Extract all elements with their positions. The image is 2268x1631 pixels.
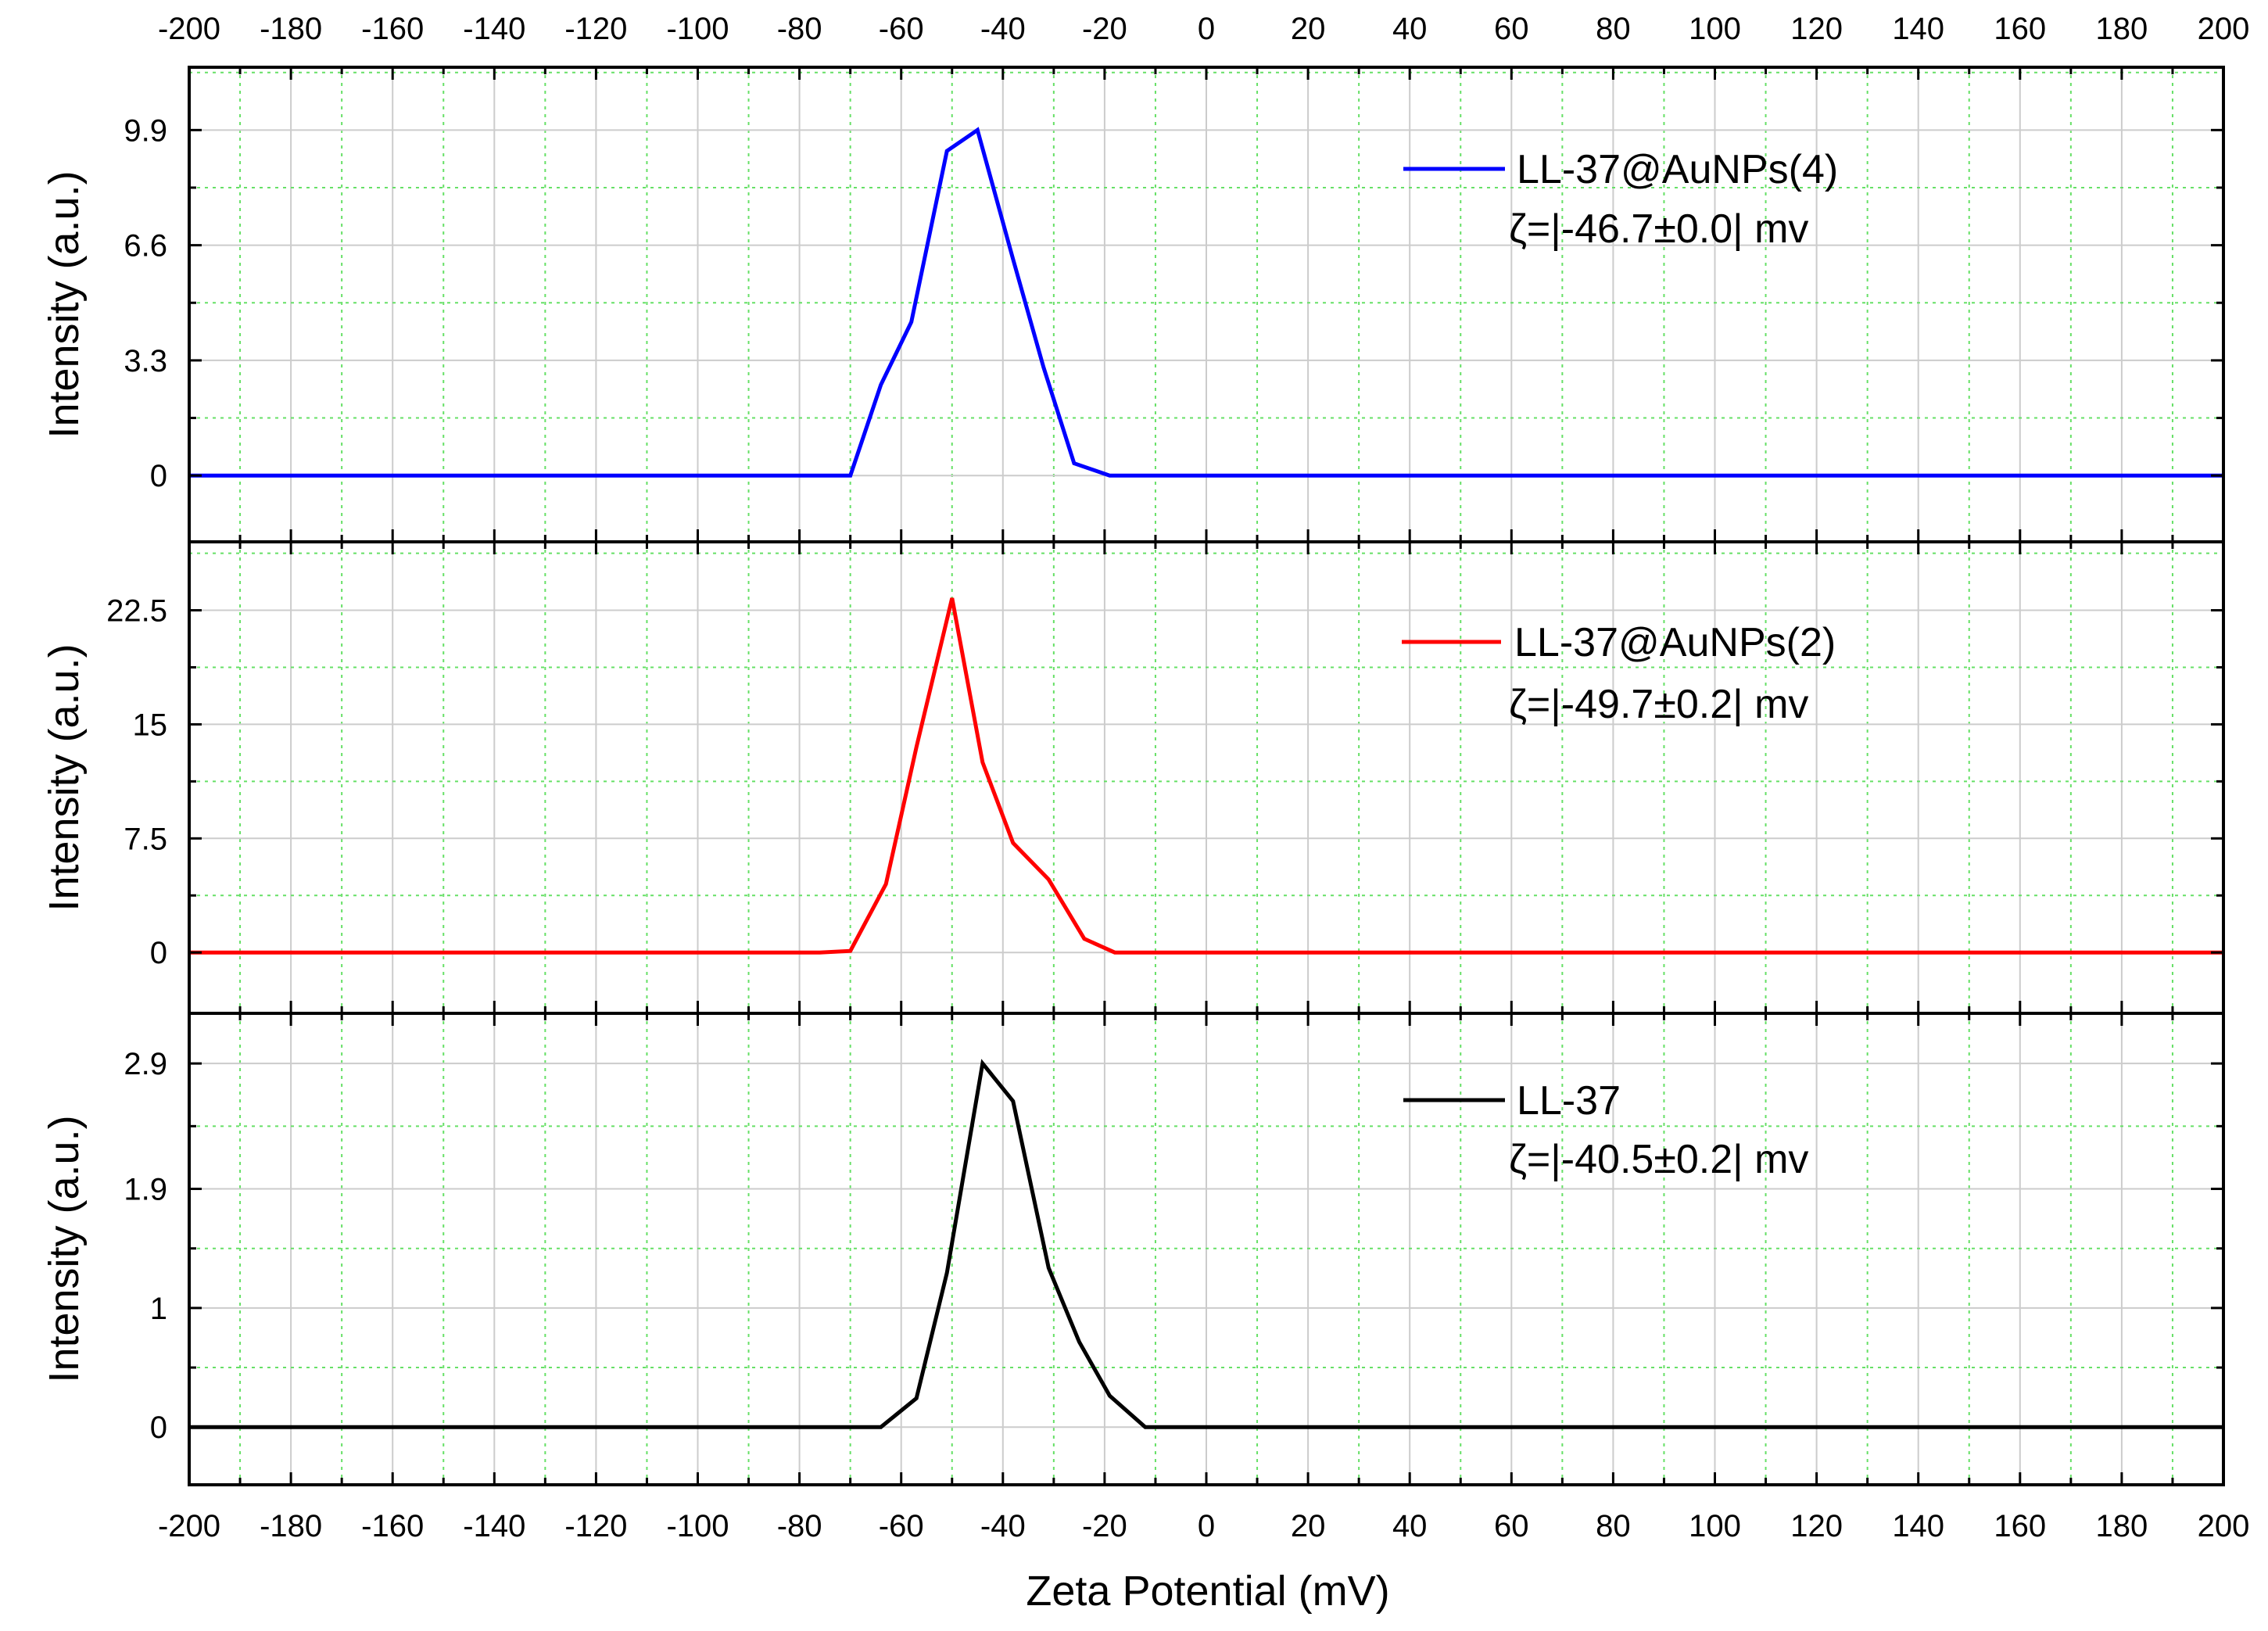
zeta-annotation: ζ=|-40.5±0.2| mv bbox=[1509, 1137, 1808, 1182]
x-tick-label-top: 140 bbox=[1892, 12, 1944, 46]
x-tick-label-bottom: -140 bbox=[463, 1509, 525, 1543]
zeta-annotation: ζ=|-49.7±0.2| mv bbox=[1509, 682, 1808, 727]
x-tick-label-bottom: 100 bbox=[1689, 1509, 1741, 1543]
x-tick-label-bottom: 80 bbox=[1596, 1509, 1631, 1543]
x-tick-label-top: -120 bbox=[564, 12, 627, 46]
x-tick-label-bottom: 0 bbox=[1198, 1509, 1215, 1543]
y-axis-title: Intensity (a.u.) bbox=[41, 1115, 88, 1382]
x-tick-label-bottom: 20 bbox=[1291, 1509, 1326, 1543]
series-line-LL-37@AuNPs(4) bbox=[189, 127, 2223, 478]
series-line-LL-37 bbox=[189, 1059, 2223, 1429]
x-tick-label-top: -160 bbox=[361, 12, 424, 46]
x-tick-label-top: 80 bbox=[1596, 12, 1631, 46]
x-tick-label-bottom: 180 bbox=[2096, 1509, 2148, 1543]
x-tick-label-top: 180 bbox=[2096, 12, 2148, 46]
x-tick-label-bottom: 60 bbox=[1494, 1509, 1529, 1543]
frame-layer bbox=[188, 66, 2225, 1486]
legend-label: LL-37@AuNPs(4) bbox=[1517, 147, 1838, 192]
legend-label: LL-37@AuNPs(2) bbox=[1514, 620, 1836, 665]
y-tick-label: 3.3 bbox=[124, 344, 167, 378]
y-tick-label: 2.9 bbox=[124, 1047, 167, 1081]
x-tick-label-top: 40 bbox=[1392, 12, 1428, 46]
x-tick-label-top: 100 bbox=[1689, 12, 1741, 46]
y-tick-label: 0 bbox=[150, 1411, 167, 1445]
y-tick-label: 1.9 bbox=[124, 1173, 167, 1207]
x-tick-label-top: -40 bbox=[980, 12, 1026, 46]
grid-layer bbox=[189, 67, 2223, 1485]
y-tick-label: 9.9 bbox=[124, 113, 167, 148]
x-tick-label-bottom: 140 bbox=[1892, 1509, 1944, 1543]
x-tick-label-top: 160 bbox=[1994, 12, 2046, 46]
x-tick-label-bottom: -40 bbox=[980, 1509, 1026, 1543]
y-tick-label: 22.5 bbox=[106, 594, 167, 629]
zeta-annotation: ζ=|-46.7±0.0| mv bbox=[1509, 206, 1808, 252]
x-tick-label-top: -20 bbox=[1082, 12, 1127, 46]
x-tick-label-top: -200 bbox=[158, 12, 220, 46]
y-axis-title: Intensity (a.u.) bbox=[41, 643, 88, 911]
x-tick-label-top: 120 bbox=[1790, 12, 1843, 46]
x-tick-label-bottom: 200 bbox=[2198, 1509, 2250, 1543]
y-tick-label: 1 bbox=[150, 1292, 167, 1326]
x-axis-title: Zeta Potential (mV) bbox=[1026, 1568, 1389, 1615]
x-tick-label-top: 200 bbox=[2198, 12, 2250, 46]
x-tick-label-top: 60 bbox=[1494, 12, 1529, 46]
x-tick-label-top: 0 bbox=[1198, 12, 1215, 46]
x-tick-label-bottom: -180 bbox=[260, 1509, 322, 1543]
y-tick-label: 6.6 bbox=[124, 229, 167, 263]
label-layer: LL-37@AuNPs(4) ζ=|-46.7±0.0| mv 0 3.3 6.6 9.9… bbox=[41, 12, 2249, 1543]
x-tick-label-bottom: -80 bbox=[777, 1509, 822, 1543]
x-tick-label-top: -140 bbox=[463, 12, 525, 46]
x-tick-label-top: -80 bbox=[777, 12, 822, 46]
x-tick-label-top: 20 bbox=[1291, 12, 1326, 46]
y-tick-label: 7.5 bbox=[124, 822, 167, 856]
legend-label: LL-37 bbox=[1517, 1078, 1621, 1124]
y-tick-label: 0 bbox=[150, 459, 167, 493]
x-tick-label-top: -60 bbox=[879, 12, 924, 46]
x-tick-label-bottom: -160 bbox=[361, 1509, 424, 1543]
x-tick-label-bottom: -200 bbox=[158, 1509, 220, 1543]
x-tick-label-bottom: -60 bbox=[879, 1509, 924, 1543]
x-tick-label-bottom: 40 bbox=[1392, 1509, 1428, 1543]
x-tick-label-bottom: -20 bbox=[1082, 1509, 1127, 1543]
x-tick-label-bottom: 120 bbox=[1790, 1509, 1843, 1543]
x-tick-label-bottom: -100 bbox=[666, 1509, 729, 1543]
series-line-LL-37@AuNPs(2) bbox=[189, 597, 2223, 955]
x-tick-label-bottom: -120 bbox=[564, 1509, 627, 1543]
y-tick-label: 15 bbox=[133, 708, 168, 742]
y-axis-title: Intensity (a.u.) bbox=[41, 170, 88, 438]
x-tick-label-top: -100 bbox=[666, 12, 729, 46]
x-tick-label-bottom: 160 bbox=[1994, 1509, 2046, 1543]
y-tick-label: 0 bbox=[150, 936, 167, 970]
series-layer bbox=[189, 127, 2223, 1429]
x-tick-label-top: -180 bbox=[260, 12, 322, 46]
